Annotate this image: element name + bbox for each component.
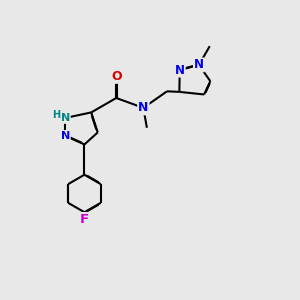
- Text: N: N: [138, 101, 148, 114]
- Text: N: N: [61, 131, 70, 141]
- Text: H: H: [52, 110, 60, 120]
- Text: F: F: [80, 213, 89, 226]
- Text: N: N: [61, 113, 70, 123]
- Text: N: N: [194, 58, 204, 71]
- Text: O: O: [111, 70, 122, 83]
- Text: N: N: [175, 64, 185, 76]
